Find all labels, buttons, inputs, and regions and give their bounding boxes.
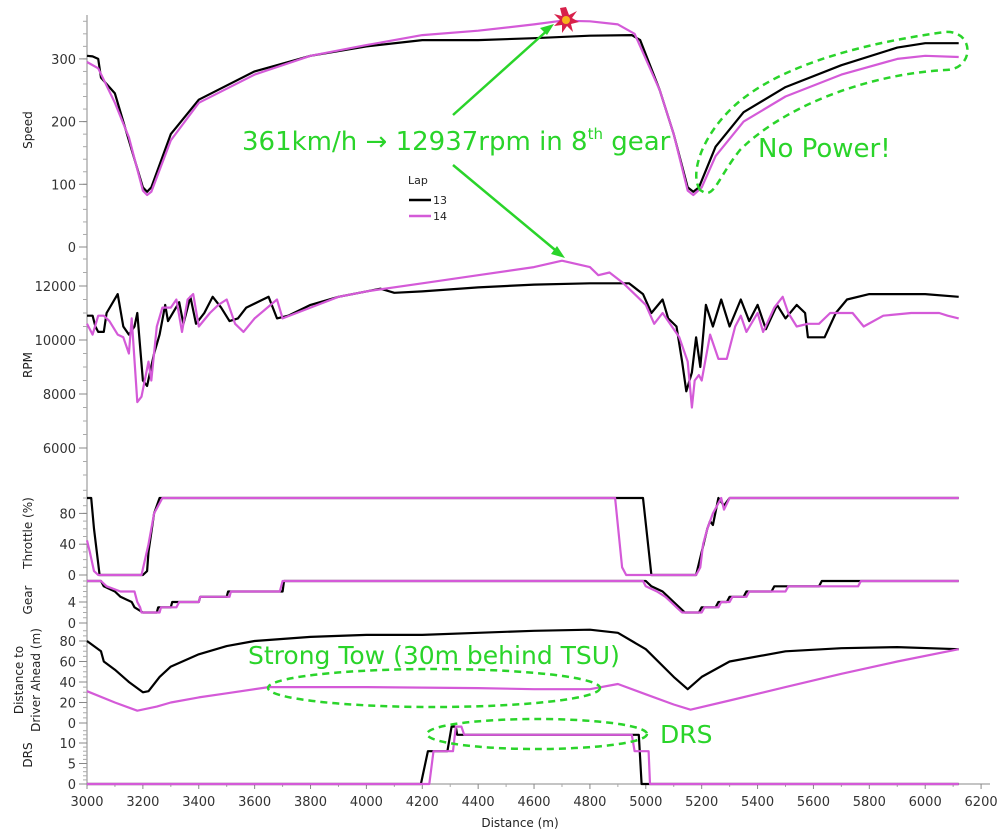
gear-y-axis-label: Gear (21, 585, 35, 614)
throttle-y-axis-label: Throttle (%) (21, 497, 35, 570)
rpm-y-tick-label: 10000 (35, 334, 76, 349)
rpm-y-tick-label: 8000 (43, 388, 76, 403)
drs-y-tick-label: 0 (68, 778, 76, 793)
x-tick-label: 3600 (238, 795, 271, 810)
x-tick-label: 3400 (182, 795, 215, 810)
drs-series-lap-14 (87, 725, 959, 786)
x-tick-label: 3200 (126, 795, 159, 810)
speed-y-tick-label: 0 (68, 241, 76, 256)
throttle-series-lap-13 (87, 496, 959, 577)
x-axis-label: Distance (m) (481, 816, 558, 830)
x-tick-label: 5400 (741, 795, 774, 810)
rpm-series-lap-13 (87, 282, 959, 393)
distance-series-lap-13 (86, 628, 959, 694)
distance-y-axis-label: Distance to (12, 646, 26, 714)
throttle-y-tick-label: 40 (59, 538, 76, 553)
arrow-to-top-speed (452, 27, 551, 116)
legend-title: Lap (408, 174, 428, 187)
rpm-y-tick-label: 12000 (35, 280, 76, 295)
axes: 3000 3200 3400 3600 3800 4000 4200 4400 4600 4800… (12, 15, 998, 810)
gear-series-lap-14 (87, 579, 959, 614)
rpm-y-tick-label: 6000 (43, 442, 76, 457)
throttle-y-tick-label: 0 (68, 569, 76, 584)
top-speed-annotation: 361km/h → 12937rpm in 8th gear (242, 125, 671, 157)
arrow-head (540, 24, 554, 35)
strong-tow-outline (266, 667, 602, 709)
speed-y-axis-label: Speed (21, 111, 35, 149)
legend-label-13: 13 (433, 194, 447, 207)
explosion-star-icon (554, 7, 579, 33)
x-tick-label: 4200 (406, 795, 439, 810)
x-tick-label: 6000 (909, 795, 942, 810)
gear-y-tick-label: 4 (68, 596, 76, 611)
drs-series-lap-13 (87, 725, 959, 786)
speed-y-tick-label: 200 (51, 116, 76, 131)
x-tick-label: 5000 (629, 795, 662, 810)
rpm-y-axis-label: RPM (21, 352, 35, 378)
legend-label-14: 14 (433, 210, 447, 223)
x-tick-label: 5600 (797, 795, 830, 810)
gear-y-tick-label: 0 (68, 617, 76, 632)
speed-series-lap-14 (86, 19, 959, 197)
annotation-layer: 361km/h → 12937rpm in 8th gear No Power!… (242, 7, 969, 751)
x-tick-label: 4000 (350, 795, 383, 810)
distance-y-axis-label: Driver Ahead (m) (29, 628, 43, 732)
rpm-series-lap-14 (86, 259, 959, 409)
throttle-series-lap-14 (85, 496, 959, 577)
speed-y-tick-label: 100 (51, 178, 76, 193)
drs-annotation: DRS (660, 720, 713, 749)
distance-series-lap-14 (86, 648, 959, 712)
x-tick-label: 6200 (965, 795, 998, 810)
strong-tow-annotation: Strong Tow (30m behind TSU) (248, 641, 620, 670)
x-tick-label: 3000 (70, 795, 103, 810)
distance-y-tick-label: 60 (59, 656, 76, 671)
drs-y-axis-label: DRS (21, 742, 35, 767)
drs-y-tick-label: 5 (68, 758, 76, 773)
speed-y-tick-label: 300 (51, 53, 76, 68)
legend: Lap 13 14 (408, 174, 447, 223)
speed-series-lap-13 (86, 34, 959, 193)
x-tick-label: 5800 (853, 795, 886, 810)
x-tick-label: 4800 (573, 795, 606, 810)
arrow-head (551, 246, 565, 258)
no-power-outline (695, 30, 969, 195)
drs-outline (425, 717, 649, 751)
distance-y-tick-label: 80 (59, 635, 76, 650)
arrow-to-peak-rpm (452, 164, 561, 255)
throttle-y-tick-label: 80 (59, 507, 76, 522)
x-tick-label: 4600 (517, 795, 550, 810)
distance-y-tick-label: 20 (59, 697, 76, 712)
no-power-annotation: No Power! (758, 134, 891, 164)
x-tick-label: 5200 (685, 795, 718, 810)
distance-y-tick-label: 0 (68, 717, 76, 732)
x-tick-label: 3800 (294, 795, 327, 810)
distance-y-tick-label: 40 (59, 676, 76, 691)
x-tick-label: 4400 (462, 795, 495, 810)
drs-y-tick-label: 10 (59, 737, 76, 752)
